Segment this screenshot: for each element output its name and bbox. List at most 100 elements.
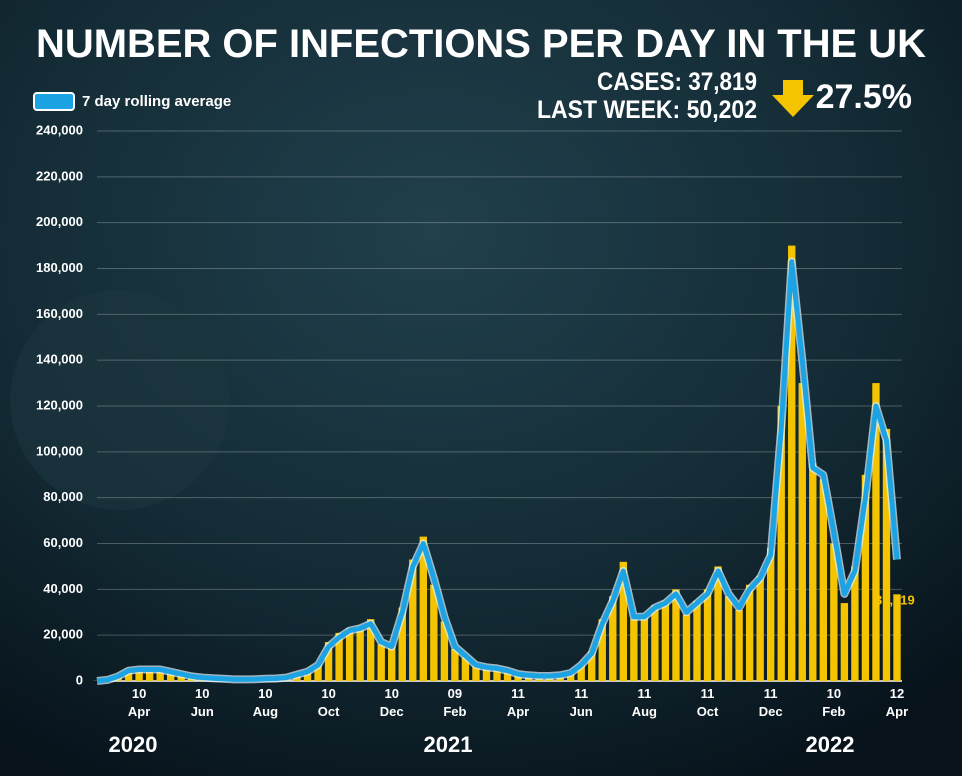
bar — [577, 663, 585, 681]
x-tick-part: 10 — [827, 686, 841, 701]
x-tick-label: 11 Oct — [697, 686, 719, 719]
bar — [451, 648, 459, 681]
x-tick-part: Jun — [570, 704, 593, 719]
bar — [619, 561, 627, 681]
bar — [809, 463, 817, 681]
bar — [503, 671, 512, 681]
bar — [398, 607, 406, 681]
x-tick-part: Apr — [886, 704, 908, 719]
y-tick-label: 60,000 — [43, 535, 83, 550]
bar — [377, 644, 385, 681]
y-tick-label: 80,000 — [43, 489, 83, 504]
bar — [893, 594, 901, 681]
x-tick-part: 10 — [385, 686, 399, 701]
x-tick-label: 10 Feb — [822, 686, 845, 719]
change-label: 27.5% — [816, 78, 912, 116]
bar — [777, 406, 785, 681]
bar — [588, 651, 596, 681]
bar — [440, 621, 449, 681]
y-tick-label: 220,000 — [36, 168, 83, 183]
bar — [767, 548, 775, 681]
x-tick-part: Feb — [443, 704, 466, 719]
bar — [661, 600, 670, 681]
bar — [482, 667, 491, 681]
y-tick-label: 200,000 — [36, 214, 83, 229]
x-tick-part: 11 — [637, 686, 651, 701]
bar — [156, 670, 164, 681]
bar — [303, 670, 312, 681]
value-label: 37,819 — [875, 592, 915, 607]
cases-label: CASES: 37,819 — [597, 68, 757, 96]
bar — [640, 614, 649, 681]
year-label: 2022 — [806, 732, 855, 757]
y-tick-label: 40,000 — [43, 581, 83, 596]
bar — [135, 668, 143, 681]
y-tick-label: 100,000 — [36, 443, 83, 458]
x-tick-part: Dec — [759, 704, 783, 719]
x-tick-label: 11 Jun — [570, 686, 593, 719]
x-tick-part: 10 — [195, 686, 209, 701]
x-tick-part: 11 — [574, 686, 588, 701]
x-tick-part: Aug — [253, 704, 278, 719]
x-tick-label: 10 Oct — [318, 686, 340, 719]
bar — [388, 645, 396, 681]
y-tick-label: 120,000 — [36, 397, 83, 412]
year-label: 2020 — [109, 732, 158, 757]
bar — [419, 536, 427, 681]
y-tick-label: 240,000 — [36, 122, 83, 137]
x-tick-label: 10 Aug — [253, 686, 278, 719]
bar — [872, 383, 880, 681]
x-tick-part: Oct — [318, 704, 340, 719]
x-tick-label: 11 Dec — [759, 686, 783, 719]
y-tick-label: 0 — [76, 672, 83, 687]
y-tick-label: 160,000 — [36, 306, 83, 321]
bar — [724, 596, 733, 681]
virus-decoration — [10, 290, 230, 510]
chart-title: NUMBER OF INFECTIONS PER DAY IN THE UK — [36, 22, 926, 66]
bar — [145, 669, 154, 681]
bar — [167, 672, 175, 681]
bar — [882, 428, 891, 681]
bar — [356, 626, 364, 681]
x-tick-part: 11 — [701, 686, 715, 701]
bar — [409, 559, 417, 681]
x-tick-label: 09 Feb — [443, 686, 466, 719]
bar — [756, 575, 764, 681]
bar — [703, 589, 712, 681]
bar — [861, 474, 870, 681]
x-tick-label: 10 Apr — [128, 686, 150, 719]
x-tick-part: 10 — [321, 686, 335, 701]
bar — [651, 605, 659, 681]
bar — [851, 566, 859, 681]
x-tick-part: Oct — [697, 704, 719, 719]
bar — [819, 479, 827, 681]
bar — [335, 632, 343, 681]
bar — [830, 543, 838, 681]
bar — [345, 628, 354, 681]
legend-label: 7 day rolling average — [82, 93, 231, 110]
bar — [693, 600, 701, 681]
bar — [461, 656, 470, 681]
x-tick-part: 11 — [764, 686, 778, 701]
x-tick-label: 10 Jun — [191, 686, 214, 719]
bar — [367, 619, 375, 681]
y-tick-label: 20,000 — [43, 627, 83, 642]
bar — [430, 584, 438, 681]
x-tick-part: Dec — [380, 704, 404, 719]
line — [96, 259, 900, 684]
year-label: 2021 — [424, 732, 473, 757]
x-tick-part: 09 — [448, 686, 462, 701]
bar — [672, 589, 680, 681]
bar — [840, 603, 849, 681]
x-tick-part: 10 — [258, 686, 272, 701]
x-tick-label: 10 Dec — [380, 686, 404, 719]
x-tick-label: 11 Aug — [632, 686, 657, 719]
bar — [609, 596, 617, 681]
last-week-label: LAST WEEK: 50,202 — [537, 96, 757, 124]
bar — [745, 584, 754, 681]
x-tick-part: Feb — [822, 704, 845, 719]
x-tick-part: Apr — [507, 704, 529, 719]
x-tick-part: 10 — [132, 686, 146, 701]
bar — [798, 383, 806, 681]
y-tick-label: 140,000 — [36, 352, 83, 367]
